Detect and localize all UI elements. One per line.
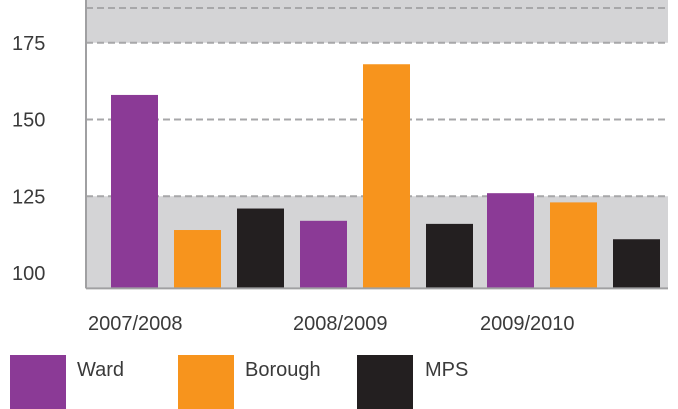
legend-swatch-mps <box>357 355 413 409</box>
axes <box>85 0 668 290</box>
bar-borough-1 <box>174 230 221 289</box>
x-category-label: 2008/2009 <box>293 313 388 335</box>
plot-band <box>86 0 668 43</box>
legend-label-borough: Borough <box>245 359 321 381</box>
bar-mps-1 <box>237 208 284 289</box>
bar-ward-3 <box>487 193 534 289</box>
bar-borough-2 <box>363 64 410 289</box>
x-axis-labels: 2007/2008 2008/2009 2009/2010 <box>88 313 575 335</box>
bar-mps-2 <box>426 223 473 289</box>
legend-swatch-borough <box>178 355 234 409</box>
bar-mps-3 <box>613 239 660 289</box>
bar-borough-3 <box>550 202 597 289</box>
bar-ward-2 <box>300 220 347 289</box>
x-category-label: 2009/2010 <box>480 313 575 335</box>
legend: Ward Borough MPS <box>10 355 468 409</box>
legend-label-mps: MPS <box>425 359 468 381</box>
bar-ward-1 <box>111 94 158 289</box>
y-tick-label: 100 <box>12 263 45 285</box>
y-tick-label: 125 <box>12 186 45 208</box>
bars <box>111 64 660 289</box>
y-tick-label: 175 <box>12 33 45 55</box>
x-category-label: 2007/2008 <box>88 313 183 335</box>
legend-swatch-ward <box>10 355 66 409</box>
y-tick-label: 150 <box>12 110 45 132</box>
legend-label-ward: Ward <box>77 359 124 381</box>
